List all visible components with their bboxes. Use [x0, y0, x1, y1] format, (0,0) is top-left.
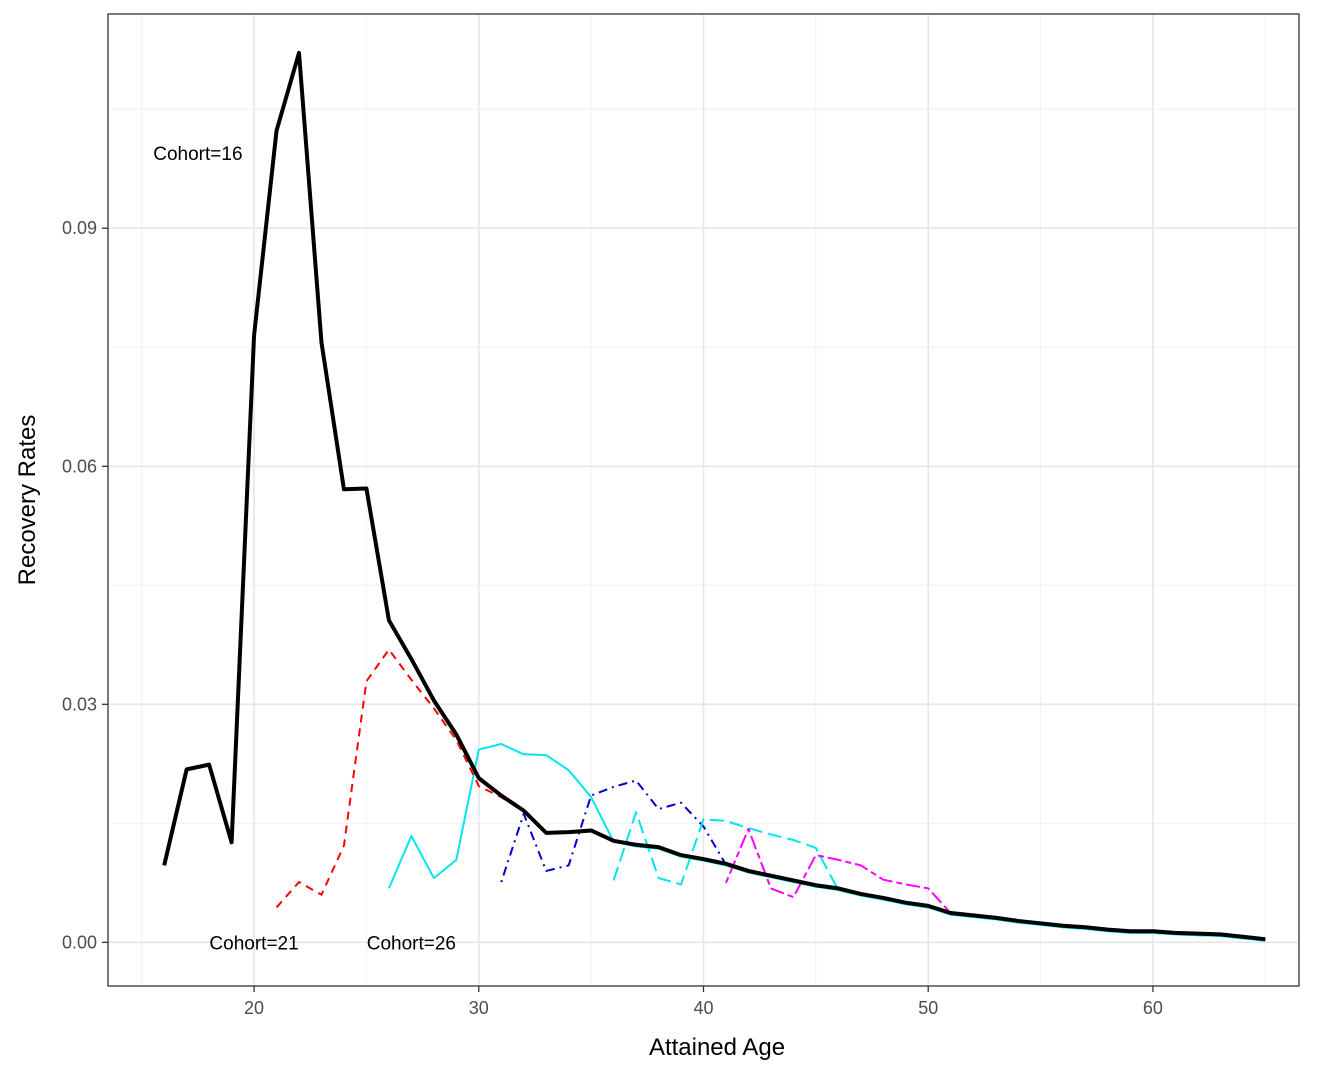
y-tick-label: 0.03 [62, 694, 97, 714]
major-gridlines [108, 14, 1299, 986]
x-tick-label: 60 [1143, 998, 1163, 1018]
y-axis-title: Recovery Rates [14, 415, 41, 586]
series-lines [162, 50, 1266, 942]
x-tick-label: 30 [469, 998, 489, 1018]
x-tick-label: 20 [244, 998, 264, 1018]
cohort-annotation-2: Cohort=21 [209, 933, 298, 954]
y-tick-label: 0.00 [62, 932, 97, 952]
x-tick-label: 50 [918, 998, 938, 1018]
x-axis-title: Attained Age [649, 1034, 785, 1061]
series-line-1 [162, 50, 1266, 942]
x-axis: 20 30 40 50 60 [244, 986, 1163, 1018]
cohort-annotation-3: Cohort=26 [367, 933, 456, 954]
y-tick-label: 0.09 [62, 218, 97, 238]
y-tick-label: 0.06 [62, 456, 97, 476]
annotations: Cohort=16 Cohort=21 Cohort=26 [153, 144, 456, 955]
cohort-annotation-1: Cohort=16 [153, 144, 242, 165]
x-tick-label: 40 [693, 998, 713, 1018]
y-axis: 0.00 0.03 0.06 0.09 [62, 218, 108, 952]
